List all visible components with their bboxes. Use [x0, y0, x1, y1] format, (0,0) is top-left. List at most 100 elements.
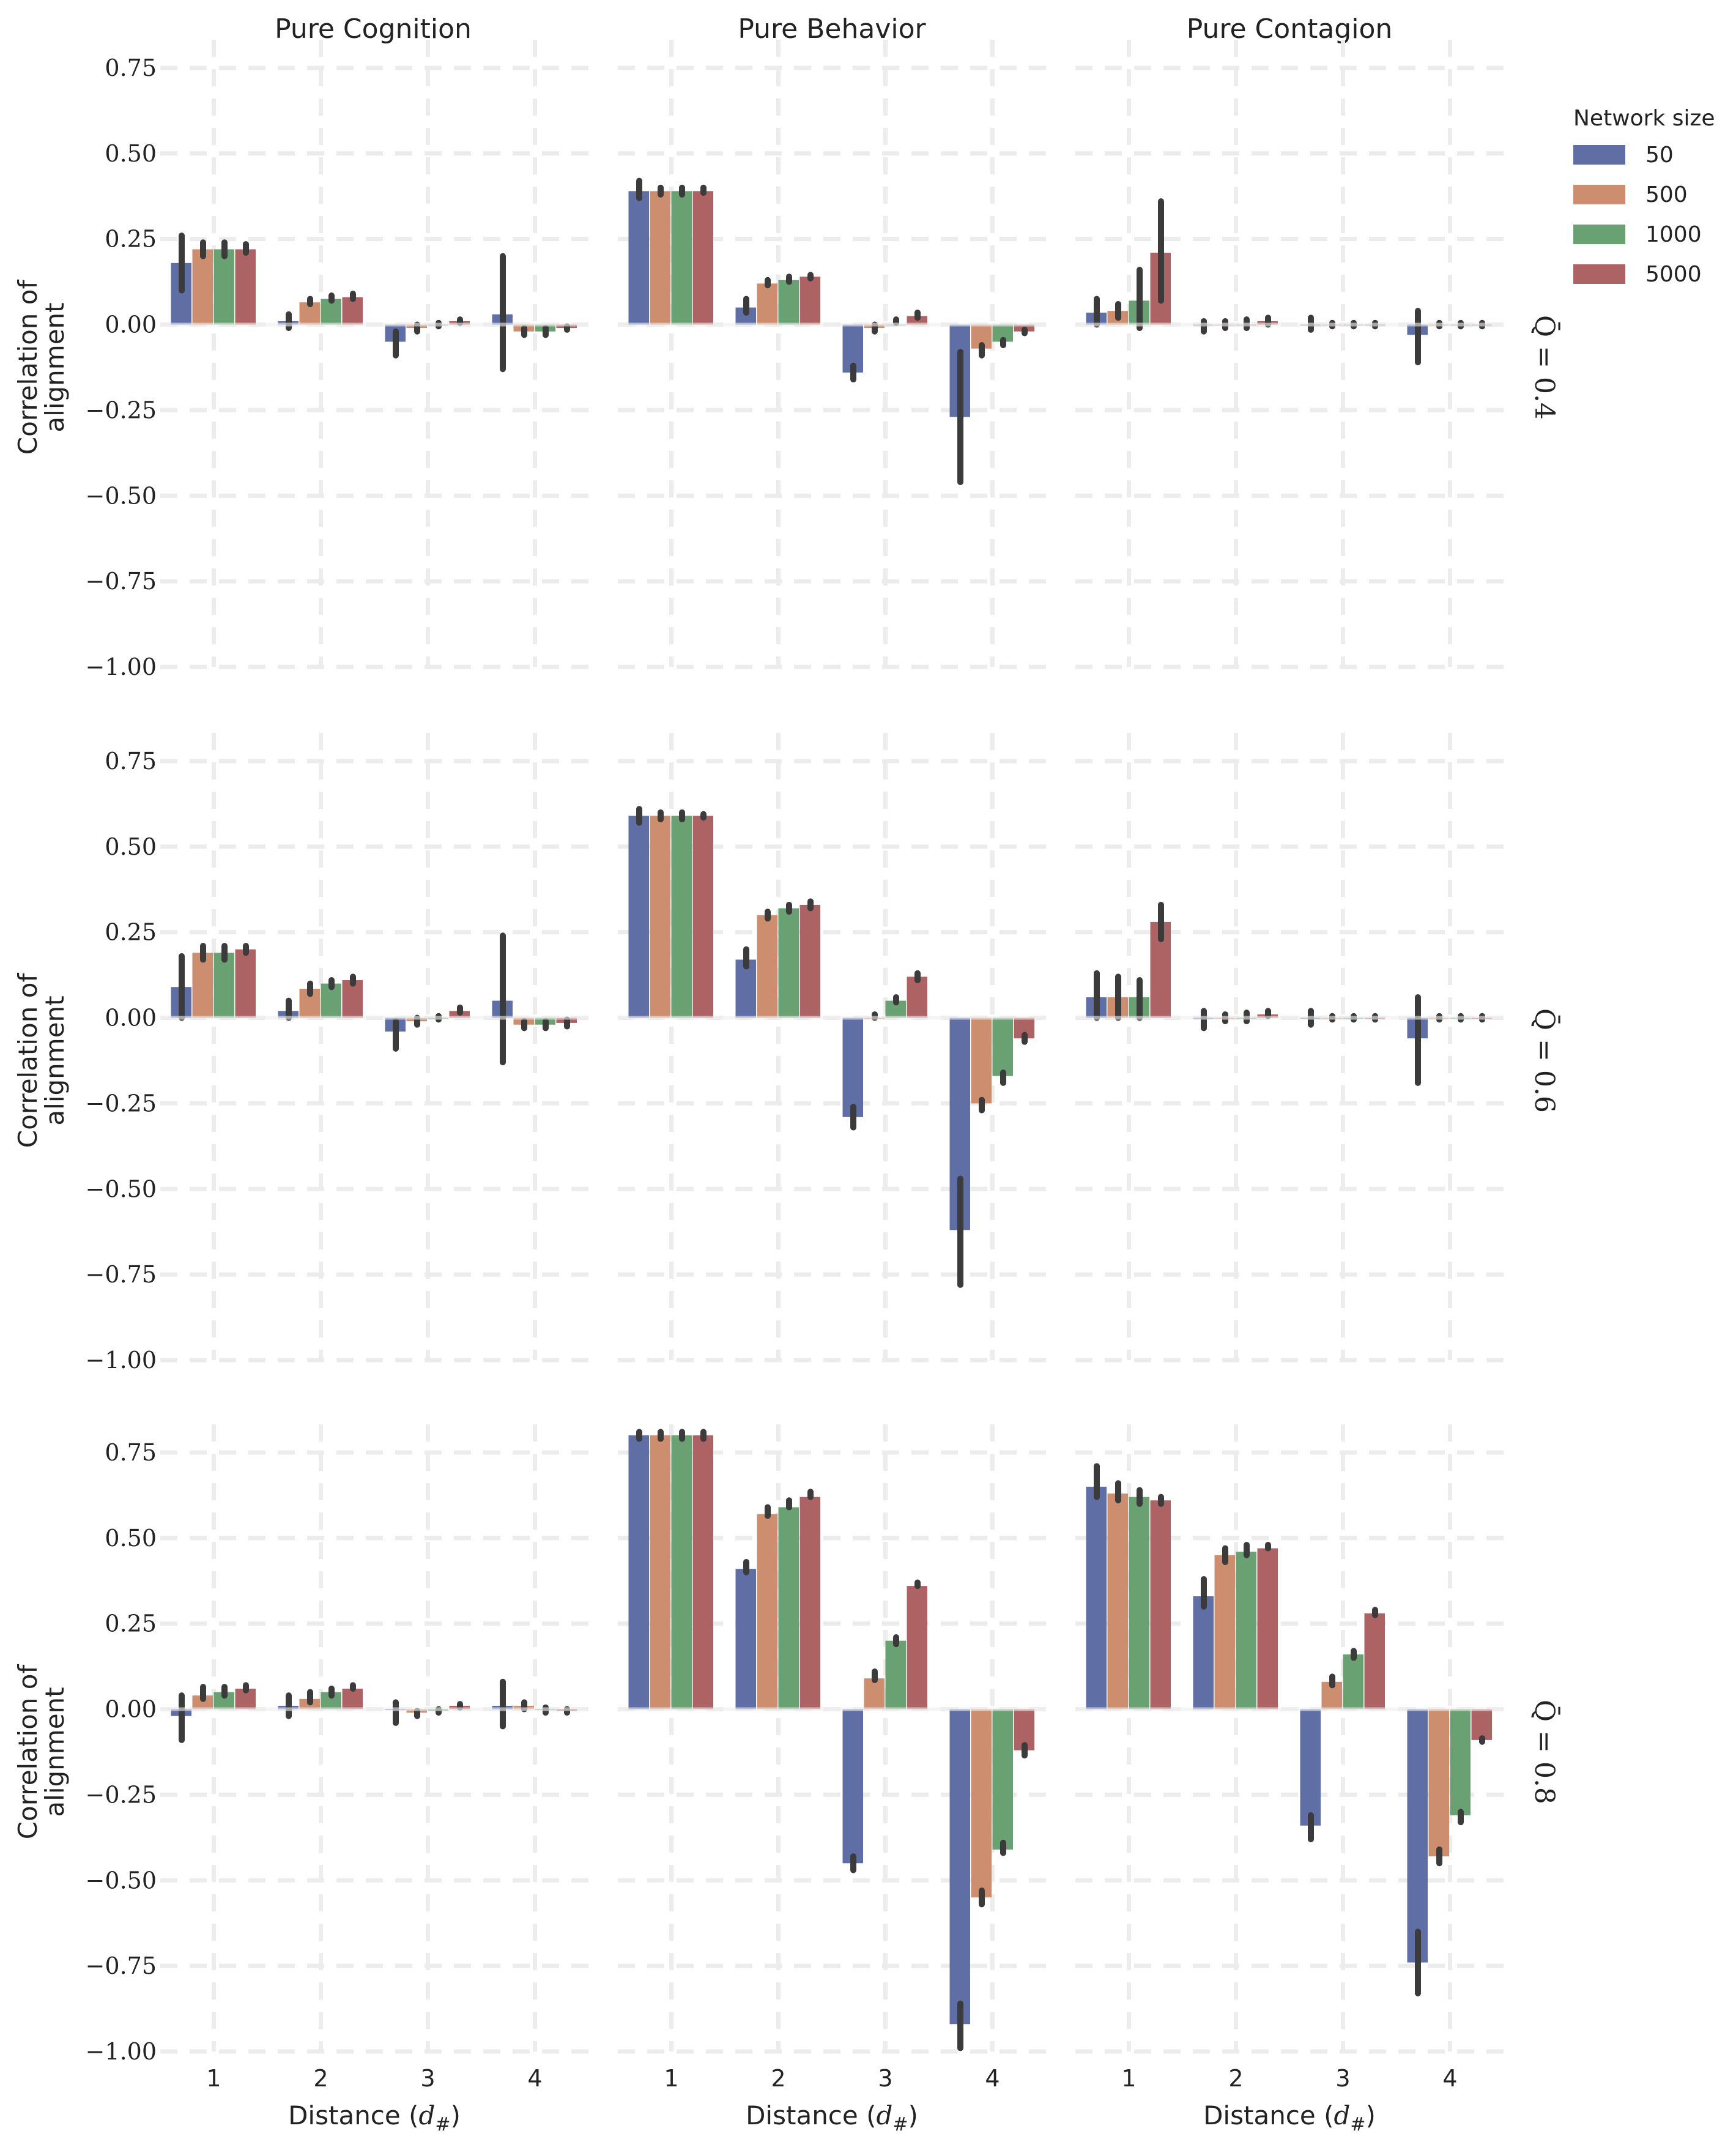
bar-series-1000-d2	[1236, 1552, 1256, 1709]
panel-r1-c2	[618, 40, 1046, 669]
x-axis-label: Distance (d#)	[746, 2100, 918, 2135]
y-tick-label: −1.00	[86, 653, 157, 680]
legend-swatch-50	[1573, 145, 1625, 165]
x-tick-label: 2	[1228, 2065, 1243, 2092]
x-axis-col-3: 1 2 3 4 Distance (d#)	[1121, 2065, 1457, 2135]
bar-series-5000-d1	[235, 949, 256, 1018]
bar-series-50-d1	[628, 816, 649, 1018]
x-tick-label: 3	[1335, 2065, 1350, 2092]
bar-series-500-d2	[757, 283, 777, 325]
bar-series-500-d2	[757, 1514, 777, 1709]
panel-r2-c1	[160, 733, 588, 1363]
row-title-2: Q̄ = 0.6	[1529, 1008, 1561, 1113]
bar-series-500-d4	[971, 1017, 992, 1104]
x-tick-label: 2	[771, 2065, 785, 2092]
y-axis-label: Correlation ofalignment	[13, 973, 70, 1148]
bar-series-5000-d1	[235, 249, 256, 325]
y-tick-label: 0.50	[105, 833, 157, 860]
panel-r2-c3	[1075, 733, 1504, 1363]
bar-series-1000-d3	[1343, 1654, 1363, 1709]
bar-series-1000-d2	[778, 1507, 799, 1709]
x-tick-label: 4	[1442, 2065, 1457, 2092]
bar-series-1000-d1	[213, 953, 234, 1018]
y-tick-label: −0.75	[86, 1952, 157, 1979]
bar-series-1000-d4	[992, 1709, 1013, 1850]
bar-series-500-d1	[192, 1695, 213, 1709]
bar-series-50-d3	[1300, 1709, 1321, 1826]
y-tick-label: −1.00	[86, 2038, 157, 2065]
bar-series-500-d1	[650, 816, 670, 1018]
bar-series-1000-d2	[778, 280, 799, 325]
y-tick-label: 0.75	[105, 54, 157, 81]
bar-series-50-d4	[1407, 1709, 1428, 1963]
bar-series-500-d1	[650, 191, 670, 325]
x-tick-label: 2	[313, 2065, 328, 2092]
y-tick-label: 0.00	[105, 311, 157, 338]
y-tick-label: 0.75	[105, 1439, 157, 1466]
y-tick-label: 0.75	[105, 748, 157, 775]
bar-series-5000-d1	[1150, 1500, 1171, 1709]
bar-series-5000-d1	[692, 816, 713, 1018]
bar-series-500-d4	[971, 1709, 992, 1898]
bar-series-5000-d3	[907, 1586, 927, 1709]
bar-series-5000-d1	[692, 191, 713, 325]
bar-series-50-d1	[628, 1435, 649, 1709]
row-title-3: Q̄ = 0.8	[1529, 1700, 1561, 1804]
bar-series-1000-d4	[1450, 1709, 1471, 1815]
column-title-pure-contagion: Pure Contagion	[1187, 13, 1393, 45]
bar-series-1000-d1	[213, 249, 234, 325]
bar-series-1000-d1	[671, 816, 692, 1018]
bar-series-5000-d2	[799, 277, 820, 325]
column-title-pure-cognition: Pure Cognition	[275, 13, 472, 45]
x-axis-col-2: 1 2 3 4 Distance (d#)	[664, 2065, 1000, 2135]
bar-series-500-d1	[192, 953, 213, 1018]
bar-series-500-d4	[1428, 1709, 1449, 1857]
bar-series-50-d1	[1086, 1486, 1107, 1709]
panel-r3-c1	[160, 1424, 588, 2054]
column-titles: Pure Cognition Pure Behavior Pure Contag…	[275, 13, 1392, 45]
x-axis-col-1: 1 2 3 4 Distance (d#)	[206, 2065, 542, 2135]
y-tick-label: 0.00	[105, 1696, 157, 1723]
y-tick-label: −0.25	[86, 1781, 157, 1808]
bar-series-5000-d2	[342, 1688, 363, 1709]
bar-series-500-d2	[757, 915, 777, 1018]
bar-series-1000-d1	[671, 191, 692, 325]
bar-series-5000-d1	[692, 1435, 713, 1709]
bar-series-500-d3	[864, 1678, 885, 1709]
panel-r3-c2	[618, 1424, 1046, 2054]
y-tick-label: −0.50	[86, 1175, 157, 1202]
panel-r3-c3	[1075, 1424, 1504, 2054]
legend: Network size 50 500 1000 5000	[1573, 106, 1715, 287]
bar-series-1000-d2	[778, 908, 799, 1018]
y-axis-row-3: −1.00 −0.75 −0.50 −0.25 0.00 0.25 0.50 0.75 Corr…	[13, 1439, 157, 2065]
x-tick-label: 1	[206, 2065, 221, 2092]
x-tick-label: 4	[985, 2065, 1000, 2092]
bar-series-5000-d2	[1257, 1548, 1278, 1709]
x-tick-label: 1	[1121, 2065, 1136, 2092]
row-titles: Q̄ = 0.4 Q̄ = 0.6 Q̄ = 0.8	[1529, 315, 1561, 1804]
panel-r1-c3	[1075, 40, 1504, 669]
x-tick-label: 3	[420, 2065, 435, 2092]
panels	[160, 40, 1504, 2054]
legend-label-500: 500	[1645, 182, 1688, 207]
legend-swatch-5000	[1573, 264, 1625, 284]
y-tick-label: −1.00	[86, 1347, 157, 1374]
panel-r1-c1	[160, 40, 588, 669]
bar-series-5000-d3	[1364, 1613, 1385, 1709]
legend-swatch-1000	[1573, 225, 1625, 244]
bar-series-5000-d4	[1471, 1709, 1492, 1740]
legend-title: Network size	[1573, 106, 1715, 131]
bar-series-1000-d4	[992, 1017, 1013, 1076]
bar-series-500-d1	[192, 249, 213, 325]
y-axis-row-1: −1.00 −0.75 −0.50 −0.25 0.00 0.25 0.50 0.75 Corr…	[13, 54, 157, 680]
y-tick-label: 0.50	[105, 1525, 157, 1552]
bar-series-50-d1	[628, 191, 649, 325]
bar-series-1000-d1	[671, 1435, 692, 1709]
bar-series-5000-d2	[799, 904, 820, 1018]
y-axis-label: Correlation ofalignment	[13, 1664, 70, 1840]
row-axes: −1.00 −0.75 −0.50 −0.25 0.00 0.25 0.50 0.75 Corr…	[13, 54, 157, 2065]
panel-r2-c2	[618, 733, 1046, 1363]
bar-series-50-d4	[949, 1709, 970, 2025]
bar-series-5000-d3	[907, 976, 927, 1018]
